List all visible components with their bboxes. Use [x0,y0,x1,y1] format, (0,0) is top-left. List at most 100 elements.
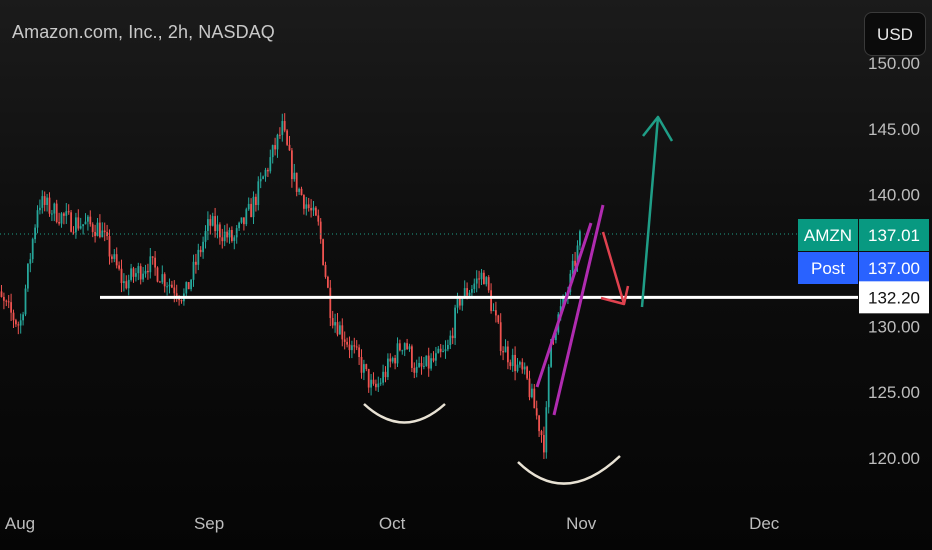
down-arrow-shaft [601,231,626,305]
candle-body [391,358,394,362]
candle-body [528,378,531,398]
candle-body [15,320,17,325]
candle-body [55,203,58,223]
candle-body [99,222,101,238]
candle-body [363,364,365,373]
candle-body [108,236,111,257]
candle-body [204,230,207,242]
candle-body [94,231,96,237]
candle-body [192,261,195,280]
candle-body [425,355,428,366]
last-price-tag-value-bg [859,219,929,251]
x-tick-label: Oct [379,514,406,533]
candle-body [367,369,370,388]
candle-body [123,281,125,284]
candle-body [540,431,543,436]
candle-body [149,256,152,273]
candle-body [135,273,137,277]
candle-body [341,325,344,340]
candle-body [211,216,214,226]
candle-body [543,435,545,453]
post-price-tag-label-bg [798,252,858,284]
candle-body [406,343,408,350]
candle-body [547,366,550,408]
candle-body [389,358,392,362]
candle-body [310,208,312,211]
candle-body [46,197,48,205]
candle-body [408,346,411,350]
candle-body [531,388,533,398]
post-price-tag-value: 137.00 [868,259,920,278]
candle-body [346,341,348,345]
candle-body [511,354,514,367]
candle-body [51,213,53,215]
candle-body [22,314,24,321]
candle-body [223,231,226,242]
level-price-tag-value: 132.20 [868,288,920,307]
level-price-tag: 132.20 [859,281,929,314]
candle-body [207,219,209,231]
candle-body [3,296,5,301]
y-tick-label: 120.00 [868,449,920,468]
candle-body [576,245,579,266]
candle-body [269,157,272,172]
candle-body [411,346,413,368]
candle-body [226,231,228,238]
candle-body [329,287,332,319]
candle-body [190,279,192,290]
x-tick-label: Dec [749,514,780,533]
candle-body [334,322,336,326]
candle-body [103,230,106,232]
candle-body [132,268,135,277]
candle-body [175,293,178,298]
candle-body [262,176,264,179]
candle-body [442,351,444,353]
candle-body [447,344,449,350]
candle-body [430,358,432,369]
candle-body [463,288,466,299]
candle-body [353,345,356,347]
candle-body [247,203,250,210]
candle-body [521,362,524,370]
candle-body [111,256,113,259]
candle-body [535,408,538,416]
candle-body [399,343,401,351]
candle-body [168,284,171,287]
post-price-tag-label: Post [811,259,845,278]
post-price-tag-value-bg [859,252,929,284]
candle-body [487,277,490,291]
candle-body [159,281,161,283]
candle-body [17,324,20,326]
candle-body [451,335,454,339]
candle-body [295,172,298,192]
up-arrow-shaft [640,116,660,308]
candle-body [322,239,324,265]
candle-body [343,339,346,342]
candle-body [180,300,183,302]
candle-body [339,325,341,335]
candle-body [423,365,425,367]
candle-body [250,203,252,218]
candle-body [401,350,404,352]
level-price-tag-bg [859,281,929,314]
candle-body [125,281,128,289]
candle-body [579,231,581,246]
candle-body [483,272,485,285]
candle-body [161,274,164,283]
candle-body [101,230,104,238]
candle-body [214,216,216,232]
candle-body [77,217,80,229]
candle-body [509,362,512,367]
candle-body [274,145,276,150]
candle-body [382,371,384,383]
currency-button[interactable]: USD [864,12,926,56]
candle-body [327,276,329,288]
candle-body [235,228,238,238]
candle-body [507,346,509,363]
candle-body [432,358,435,361]
candle-body [514,354,516,372]
candle-body [418,362,420,367]
candle-body [60,213,63,224]
